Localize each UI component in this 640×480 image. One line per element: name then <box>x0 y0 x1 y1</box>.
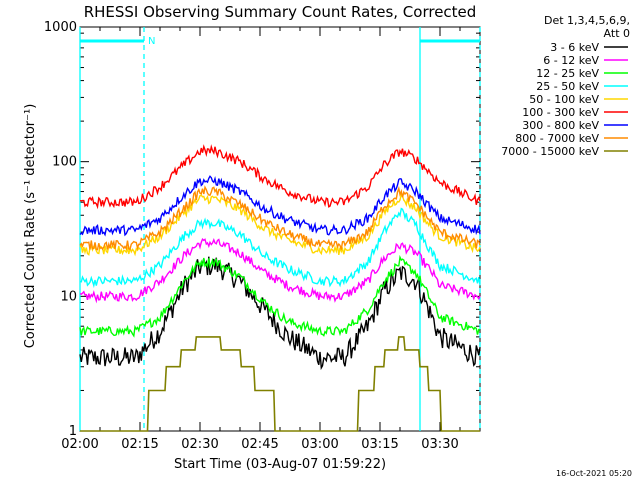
legend-entry-label: 300 - 800 keV <box>522 119 599 132</box>
y-tick-label: 1 <box>69 424 77 439</box>
legend-header: Det 1,3,4,5,6,9, <box>544 14 630 27</box>
x-tick-label: 03:15 <box>361 437 398 452</box>
legend-entry-label: 3 - 6 keV <box>550 41 599 54</box>
y-tick-label: 10 <box>60 289 77 304</box>
legend-entry-label: 7000 - 15000 keV <box>501 145 599 158</box>
series-line <box>79 256 481 371</box>
series-line <box>79 144 481 210</box>
x-tick-label: 02:30 <box>181 437 218 452</box>
series-line <box>79 185 481 251</box>
series-line <box>79 175 481 237</box>
legend-entry-label: 12 - 25 keV <box>536 67 599 80</box>
series-line <box>80 336 480 432</box>
series-line <box>79 192 481 257</box>
x-tick-label: 02:15 <box>121 437 158 452</box>
x-tick-label: 02:00 <box>61 437 98 452</box>
saa-label: N <box>148 36 155 47</box>
chart-title: RHESSI Observing Summary Count Rates, Co… <box>84 3 477 21</box>
legend-entry-label: 100 - 300 keV <box>522 106 599 119</box>
y-tick-label: 100 <box>52 155 77 170</box>
timestamp-label: 16-Oct-2021 05:20 <box>556 469 632 478</box>
series-line <box>79 254 481 338</box>
series-line <box>79 207 481 289</box>
legend-entry-label: 6 - 12 keV <box>543 54 599 67</box>
plot-area: 1 10 100 1000 02:00 02:15 02:30 02:45 03:00 03:15… <box>44 20 481 452</box>
y-axis-label: Corrected Count Rate (s⁻¹ detector⁻¹) <box>23 104 38 349</box>
legend-header: Att 0 <box>604 27 630 40</box>
legend-entry-label: 800 - 7000 keV <box>515 132 599 145</box>
legend-entry-label: 25 - 50 keV <box>536 80 599 93</box>
y-tick-label: 1000 <box>44 20 77 35</box>
legend-entry-label: 50 - 100 keV <box>529 93 599 106</box>
x-tick-label: 03:30 <box>421 437 458 452</box>
x-tick-label: 02:45 <box>241 437 278 452</box>
x-axis-label: Start Time (03-Aug-07 01:59:22) <box>174 457 386 472</box>
series-line <box>79 238 481 304</box>
x-tick-label: 03:00 <box>301 437 338 452</box>
